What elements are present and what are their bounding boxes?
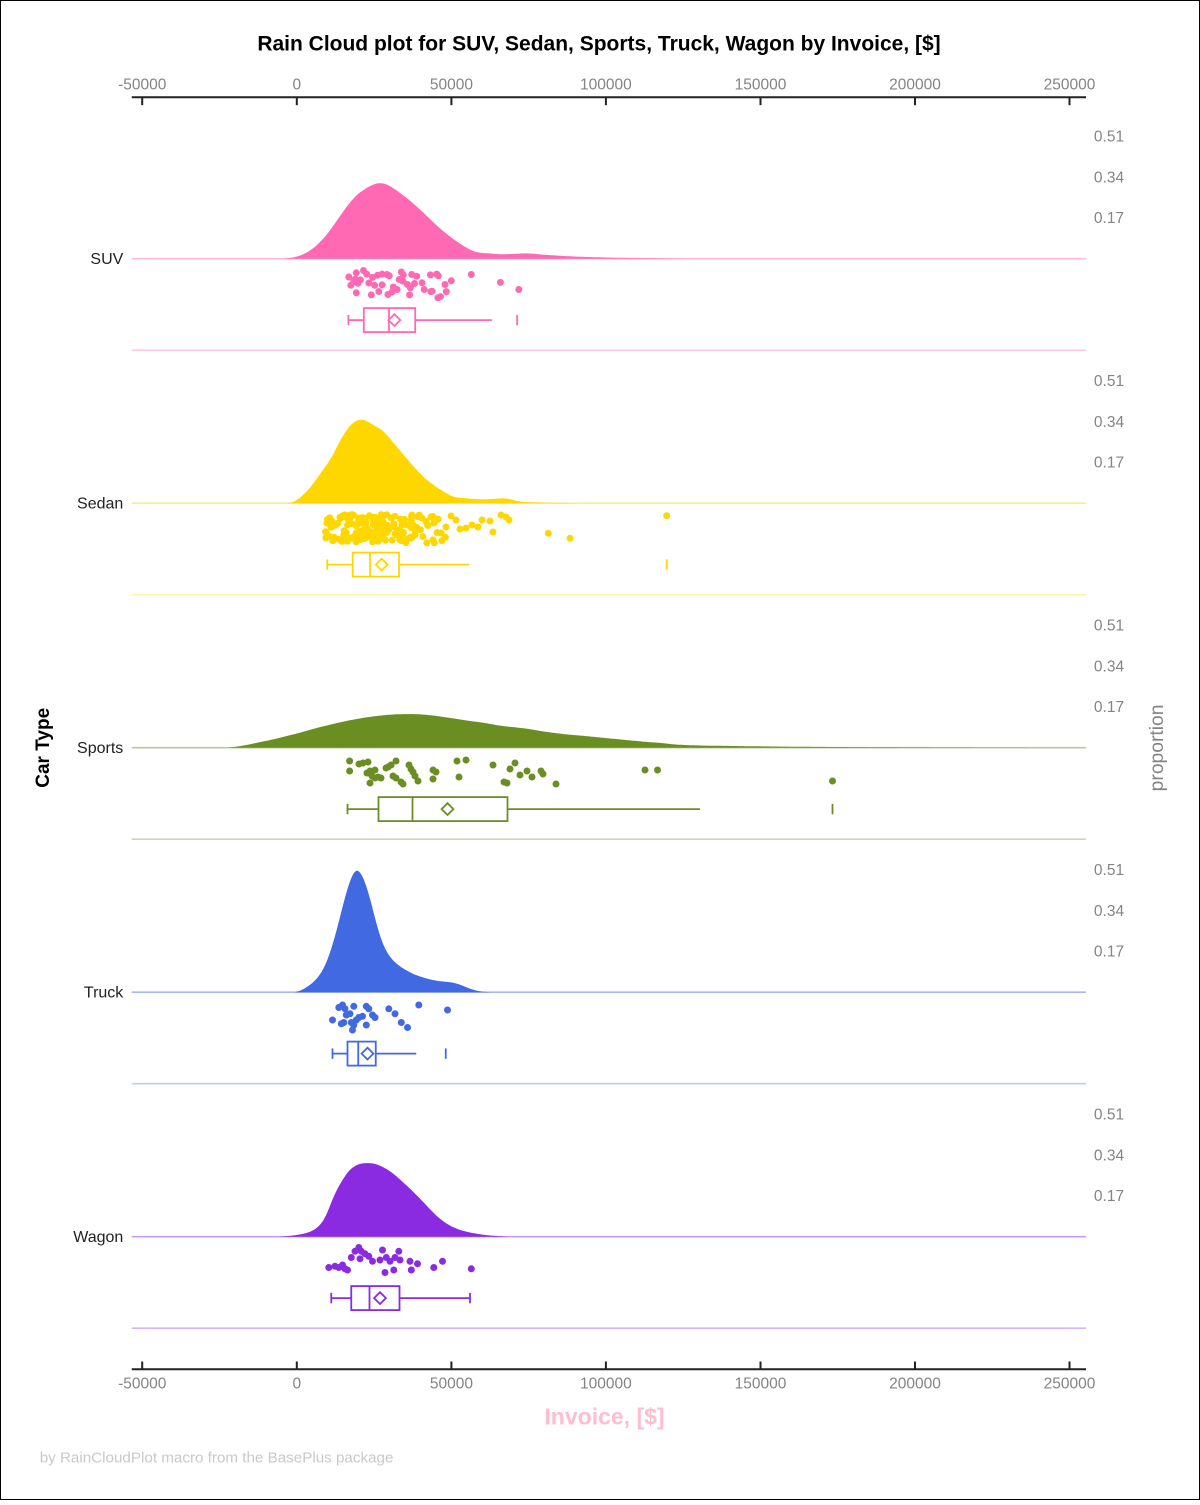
svg-text:SUV: SUV (90, 251, 123, 268)
svg-text:0: 0 (292, 1376, 301, 1393)
svg-text:0.51: 0.51 (1094, 1107, 1124, 1124)
svg-text:0.34: 0.34 (1094, 414, 1125, 431)
svg-text:200000: 200000 (889, 77, 941, 94)
svg-text:0.51: 0.51 (1094, 862, 1124, 879)
svg-text:by RainCloudPlot macro from th: by RainCloudPlot macro from the BasePlus… (40, 1450, 394, 1467)
svg-text:50000: 50000 (430, 1376, 473, 1393)
svg-text:0.34: 0.34 (1094, 903, 1125, 920)
svg-text:0.51: 0.51 (1094, 618, 1124, 635)
svg-text:100000: 100000 (580, 1376, 632, 1393)
svg-text:Invoice, [$]: Invoice, [$] (544, 1404, 664, 1430)
svg-text:100000: 100000 (580, 77, 632, 94)
svg-text:0.34: 0.34 (1094, 1147, 1125, 1164)
svg-text:0.17: 0.17 (1094, 455, 1124, 472)
svg-text:250000: 250000 (1044, 77, 1096, 94)
svg-text:-50000: -50000 (118, 1376, 167, 1393)
svg-text:Rain Cloud plot for SUV, Sedan: Rain Cloud plot for SUV, Sedan, Sports, … (257, 33, 940, 56)
svg-text:Wagon: Wagon (73, 1229, 123, 1246)
svg-text:0.17: 0.17 (1094, 1188, 1124, 1205)
svg-text:0.17: 0.17 (1094, 944, 1124, 961)
svg-text:Sports: Sports (77, 740, 123, 757)
svg-text:150000: 150000 (735, 77, 787, 94)
svg-text:250000: 250000 (1044, 1376, 1096, 1393)
svg-text:-50000: -50000 (118, 77, 167, 94)
svg-text:0.34: 0.34 (1094, 658, 1125, 675)
svg-text:50000: 50000 (430, 77, 473, 94)
svg-text:200000: 200000 (889, 1376, 941, 1393)
svg-text:0.17: 0.17 (1094, 699, 1124, 716)
svg-text:Sedan: Sedan (77, 496, 123, 513)
svg-text:Car Type: Car Type (33, 708, 54, 788)
svg-text:0: 0 (292, 77, 301, 94)
svg-text:0.51: 0.51 (1094, 129, 1124, 146)
svg-text:150000: 150000 (735, 1376, 787, 1393)
svg-text:0.34: 0.34 (1094, 169, 1125, 186)
svg-text:0.17: 0.17 (1094, 210, 1124, 227)
svg-text:Truck: Truck (84, 985, 124, 1002)
svg-text:0.51: 0.51 (1094, 373, 1124, 390)
svg-text:proportion: proportion (1147, 704, 1168, 791)
